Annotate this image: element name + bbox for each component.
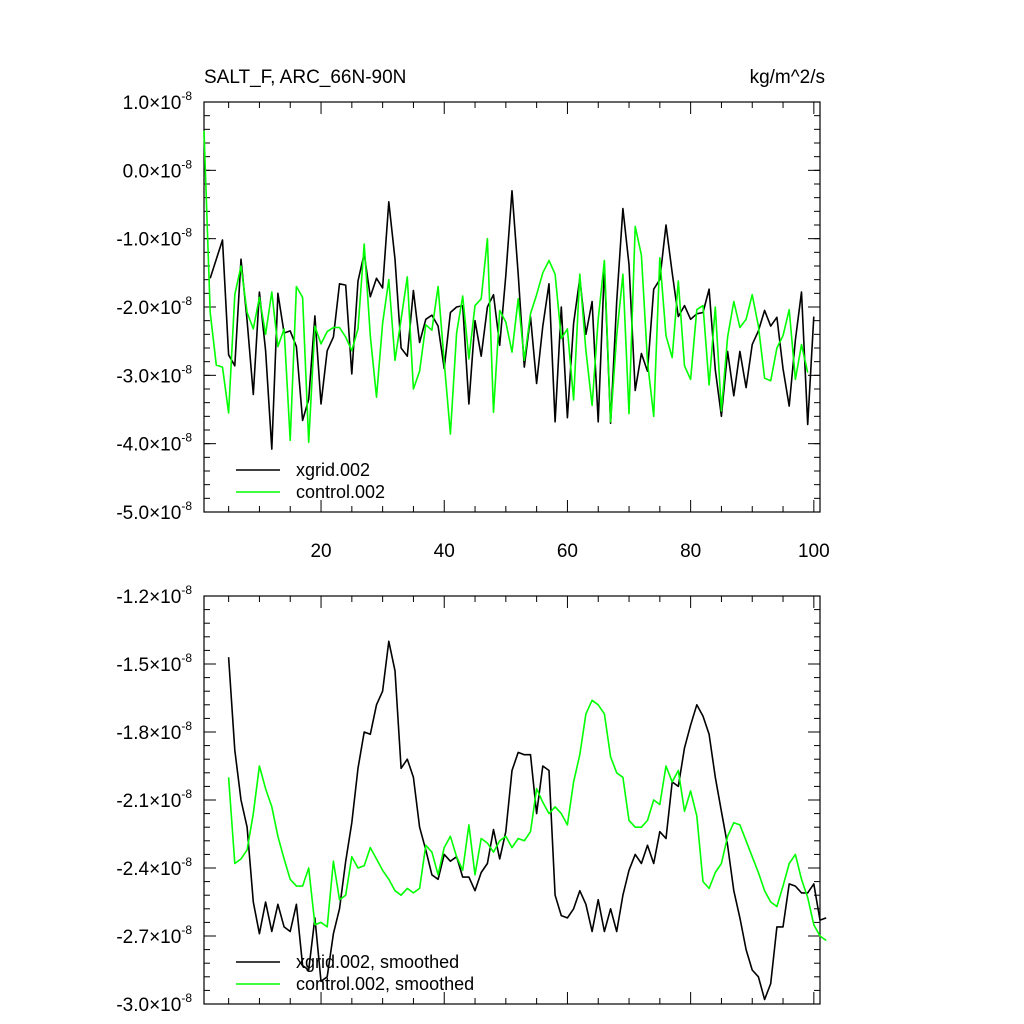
series-line — [209, 190, 815, 450]
bottom-panel: -1.2×10-8 -1.5×10-8 -1.8×10-8 -2.1×10-8 -2.4… — [116, 583, 827, 1016]
panel-title: SALT_F, ARC_66N-90N — [204, 67, 406, 88]
y-tick-label: -2.7×10-8 — [116, 923, 192, 948]
y-tick-label: -4.0×10-8 — [116, 431, 192, 456]
y-tick-label: 1.0×10-8 — [123, 89, 193, 114]
y-tick-label: -3.0×10-8 — [116, 362, 192, 387]
legend-label: xgrid.002, smoothed — [296, 952, 459, 972]
panel-units: kg/m^2/s — [750, 67, 825, 88]
y-tick-label: -1.5×10-8 — [116, 651, 192, 676]
y-tick-label: -2.0×10-8 — [116, 294, 192, 319]
y-tick-label: -1.8×10-8 — [116, 719, 192, 744]
x-tick-label: 40 — [434, 541, 455, 562]
series-line — [227, 640, 827, 1001]
top-panel: SALT_F, ARC_66N-90N kg/m^2/s 1.0×10-8 0.0… — [116, 67, 829, 562]
tick-marks — [204, 595, 820, 1005]
y-tick-label: 0.0×10-8 — [123, 157, 193, 182]
x-tick-label: 60 — [557, 541, 578, 562]
legend-label: control.002, smoothed — [296, 974, 474, 994]
series-line — [203, 130, 809, 444]
x-tick-label: 80 — [680, 541, 701, 562]
legend-label: xgrid.002 — [296, 460, 370, 480]
y-tick-label: -5.0×10-8 — [116, 499, 192, 524]
tick-marks — [204, 101, 820, 513]
x-axis-labels: 20 40 60 80 100 — [310, 541, 829, 562]
x-tick-label: 20 — [310, 541, 331, 562]
y-tick-label: -1.2×10-8 — [116, 583, 192, 608]
x-tick-label: 100 — [798, 541, 830, 562]
series-line — [227, 699, 827, 942]
legend-label: control.002 — [296, 482, 385, 502]
y-tick-label: -1.0×10-8 — [116, 226, 192, 251]
series-lines — [203, 130, 815, 450]
plot-frame — [203, 101, 821, 513]
y-tick-label: -3.0×10-8 — [116, 991, 192, 1016]
plot-frame — [203, 595, 821, 1005]
y-tick-label: -2.4×10-8 — [116, 855, 192, 880]
y-tick-label: -2.1×10-8 — [116, 787, 192, 812]
y-axis-labels: -1.2×10-8 -1.5×10-8 -1.8×10-8 -2.1×10-8 -2.4… — [116, 583, 192, 1016]
y-axis-labels: 1.0×10-8 0.0×10-8 -1.0×10-8 -2.0×10-8 -3.0×1… — [116, 89, 192, 524]
series-lines — [227, 640, 827, 1001]
